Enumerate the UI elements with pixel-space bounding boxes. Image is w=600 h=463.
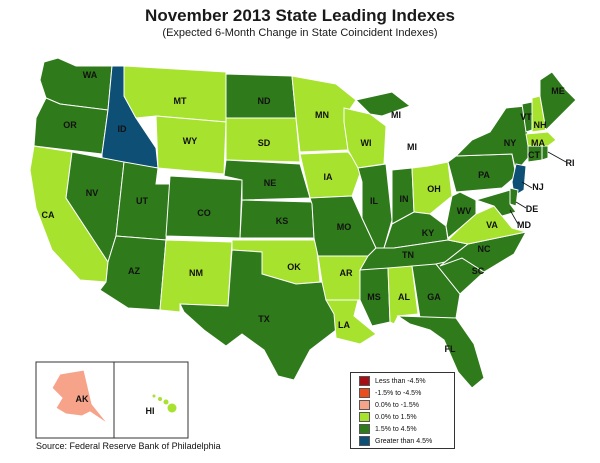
legend-swatch-4 — [359, 412, 370, 422]
state-ga[interactable] — [411, 263, 461, 319]
svg-text:MT: MT — [174, 96, 187, 106]
legend-item: 1.5% to 4.5% — [359, 424, 417, 434]
svg-text:TX: TX — [258, 314, 270, 324]
state-md[interactable] — [474, 189, 517, 217]
svg-text:NY: NY — [504, 138, 517, 148]
svg-text:SD: SD — [258, 138, 271, 148]
state-tx[interactable] — [179, 249, 337, 381]
hawaii-inset — [113, 361, 189, 439]
svg-text:DE: DE — [526, 204, 539, 214]
state-fl[interactable] — [396, 315, 485, 389]
legend-swatch-5 — [359, 424, 370, 434]
svg-text:VA: VA — [486, 220, 498, 230]
leader-lines — [509, 151, 567, 225]
svg-text:CA: CA — [42, 210, 55, 220]
svg-text:MI: MI — [391, 110, 401, 120]
state-ia[interactable] — [299, 151, 363, 199]
state-ma[interactable] — [525, 131, 557, 147]
legend: Less than -4.5% -1.5% to -4.5% 0.0% to -… — [350, 372, 455, 449]
state-ak[interactable] — [51, 369, 109, 425]
legend-swatch-2 — [359, 388, 370, 398]
svg-text:MS: MS — [367, 292, 381, 302]
legend-swatch-6 — [359, 436, 370, 446]
svg-text:WI: WI — [361, 138, 372, 148]
svg-text:NV: NV — [86, 188, 99, 198]
map-subtitle: (Expected 6-Month Change in State Coinci… — [162, 27, 438, 39]
state-co[interactable] — [165, 175, 243, 239]
svg-text:WV: WV — [457, 206, 472, 216]
legend-item: 0.0% to -1.5% — [359, 400, 419, 410]
svg-text:CO: CO — [197, 208, 211, 218]
svg-text:AR: AR — [340, 268, 353, 278]
svg-text:WY: WY — [183, 136, 198, 146]
svg-text:KS: KS — [276, 216, 289, 226]
legend-item: Less than -4.5% — [359, 376, 426, 386]
svg-text:FL: FL — [445, 344, 456, 354]
svg-text:MI: MI — [407, 142, 417, 152]
legend-item: Greater than 4.5% — [359, 436, 432, 446]
legend-item: 0.0% to 1.5% — [359, 412, 417, 422]
svg-text:ME: ME — [551, 86, 565, 96]
svg-text:IA: IA — [324, 172, 334, 182]
svg-text:CT: CT — [528, 150, 540, 160]
legend-swatch-3 — [359, 400, 370, 410]
svg-text:LA: LA — [338, 320, 350, 330]
svg-text:ID: ID — [118, 124, 128, 134]
state-la[interactable] — [325, 299, 377, 345]
svg-text:UT: UT — [136, 196, 148, 206]
svg-text:WA: WA — [83, 70, 98, 80]
svg-text:OR: OR — [63, 120, 77, 130]
svg-text:NH: NH — [534, 120, 547, 130]
svg-text:VT: VT — [520, 112, 532, 122]
legend-swatch-1 — [359, 376, 370, 386]
svg-text:MD: MD — [517, 220, 531, 230]
state-nj[interactable] — [511, 163, 527, 197]
state-wv[interactable] — [445, 191, 477, 239]
svg-text:NE: NE — [264, 178, 277, 188]
svg-text:SC: SC — [472, 266, 485, 276]
state-labels: WA OR CA ID NV MT WY UT AZ CO NM ND SD N… — [42, 70, 575, 416]
svg-text:AZ: AZ — [128, 266, 140, 276]
svg-text:PA: PA — [478, 170, 490, 180]
svg-text:TN: TN — [402, 250, 414, 260]
svg-text:ND: ND — [258, 96, 271, 106]
svg-text:MA: MA — [531, 138, 545, 148]
svg-text:NJ: NJ — [532, 182, 544, 192]
map-title: November 2013 State Leading Indexes — [145, 6, 455, 25]
svg-text:IN: IN — [400, 194, 409, 204]
svg-text:MN: MN — [315, 110, 329, 120]
source-note: Source: Federal Reserve Bank of Philadel… — [36, 441, 221, 451]
svg-text:RI: RI — [566, 158, 575, 168]
svg-text:IL: IL — [370, 196, 379, 206]
state-sd[interactable] — [225, 117, 301, 163]
svg-text:NC: NC — [478, 244, 491, 254]
state-ms[interactable] — [359, 267, 391, 327]
svg-text:AL: AL — [398, 292, 410, 302]
svg-text:OH: OH — [427, 184, 441, 194]
svg-text:OK: OK — [287, 262, 301, 272]
svg-text:HI: HI — [146, 406, 155, 416]
state-me[interactable] — [539, 71, 577, 132]
state-de[interactable] — [509, 187, 519, 207]
svg-text:NM: NM — [189, 268, 203, 278]
state-ri[interactable] — [541, 145, 549, 161]
svg-text:AK: AK — [76, 394, 89, 404]
svg-text:KY: KY — [422, 228, 435, 238]
state-mt[interactable] — [123, 65, 227, 123]
state-hi[interactable] — [151, 393, 178, 414]
svg-text:GA: GA — [427, 292, 441, 302]
svg-text:MO: MO — [337, 222, 352, 232]
legend-item: -1.5% to -4.5% — [359, 388, 421, 398]
state-mi[interactable] — [355, 91, 412, 117]
